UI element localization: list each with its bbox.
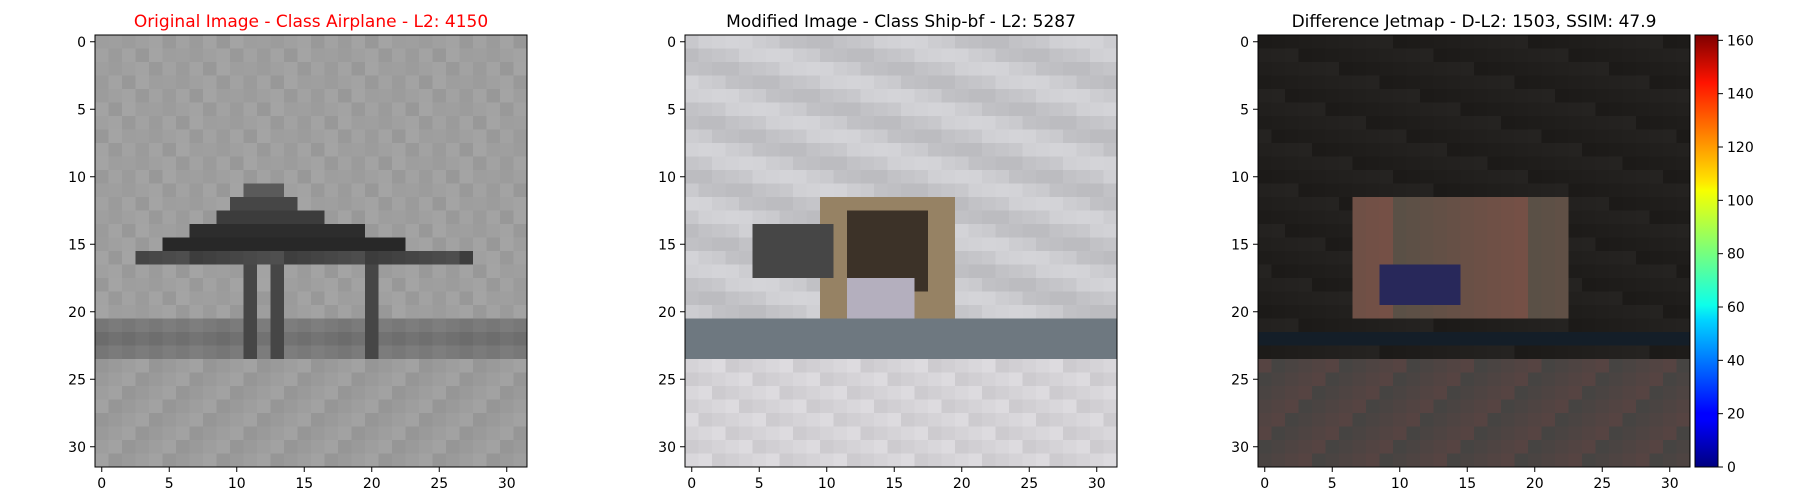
x-tick-label: 0 [1260, 476, 1269, 492]
colorbar: 0 20 40 60 80 100 120 140 160 [1694, 33, 1754, 476]
x-tick-label: 30 [498, 476, 516, 492]
x-tick-label: 25 [430, 476, 448, 492]
y-tick-label: 5 [77, 102, 86, 118]
x-tick-label: 15 [885, 476, 903, 492]
x-tick-label: 5 [165, 476, 174, 492]
axes-frame-original [94, 34, 528, 468]
y-tick-label: 25 [68, 372, 86, 388]
y-tick-label: 25 [1231, 372, 1249, 388]
panel-modified: Modified Image - Class Ship-bf - L2: 528… [658, 12, 1118, 492]
x-tick-label: 20 [363, 476, 381, 492]
y-tick-label: 15 [1231, 237, 1249, 253]
colorbar-tick-label: 140 [1727, 87, 1754, 103]
colorbar-tick-label: 120 [1727, 140, 1754, 156]
y-tick-label: 0 [1240, 35, 1249, 51]
panel-difference: Difference Jetmap - D-L2: 1503, SSIM: 47… [1231, 12, 1691, 492]
ticks-modified: 0 5 10 15 20 25 30 0 5 10 15 20 25 30 [658, 35, 1105, 492]
x-tick-label: 10 [228, 476, 246, 492]
x-tick-label: 15 [295, 476, 313, 492]
y-tick-label: 30 [658, 440, 676, 456]
y-tick-label: 20 [658, 305, 676, 321]
x-tick-label: 10 [1391, 476, 1409, 492]
title-difference: Difference Jetmap - D-L2: 1503, SSIM: 47… [1292, 12, 1657, 32]
colorbar-tick-label: 40 [1727, 353, 1745, 369]
colorbar-tick-label: 100 [1727, 193, 1754, 209]
x-tick-label: 30 [1088, 476, 1106, 492]
panel-original: Original Image - Class Airplane - L2: 41… [68, 12, 528, 492]
x-tick-label: 5 [755, 476, 764, 492]
image-modified [685, 35, 1118, 468]
y-tick-label: 10 [68, 170, 86, 186]
x-tick-label: 20 [1526, 476, 1544, 492]
x-tick-label: 30 [1661, 476, 1679, 492]
axes-frame-modified [684, 34, 1118, 468]
y-tick-label: 25 [658, 372, 676, 388]
y-tick-label: 15 [658, 237, 676, 253]
ticks-original: 0 5 10 15 20 25 30 0 5 10 15 20 25 30 [68, 35, 515, 492]
y-tick-label: 5 [667, 102, 676, 118]
image-difference [1258, 35, 1691, 468]
y-tick-label: 0 [667, 35, 676, 51]
title-original: Original Image - Class Airplane - L2: 41… [134, 12, 488, 32]
y-tick-label: 30 [1231, 440, 1249, 456]
y-tick-label: 10 [658, 170, 676, 186]
title-modified: Modified Image - Class Ship-bf - L2: 528… [726, 12, 1076, 32]
axes-frame-difference [1257, 34, 1691, 468]
x-tick-label: 25 [1593, 476, 1611, 492]
y-tick-label: 20 [1231, 305, 1249, 321]
colorbar-tick-label: 20 [1727, 407, 1745, 423]
y-tick-label: 10 [1231, 170, 1249, 186]
image-original [95, 35, 528, 468]
y-tick-label: 20 [68, 305, 86, 321]
x-tick-label: 0 [687, 476, 696, 492]
x-tick-label: 10 [818, 476, 836, 492]
ticks-difference: 0 5 10 15 20 25 30 0 5 10 15 20 25 30 [1231, 35, 1678, 492]
y-tick-label: 0 [77, 35, 86, 51]
colorbar-ticks: 0 20 40 60 80 100 120 140 160 [1718, 33, 1754, 476]
colorbar-gradient [1694, 34, 1719, 468]
colorbar-tick-label: 80 [1727, 247, 1745, 263]
y-tick-label: 15 [68, 237, 86, 253]
x-tick-label: 15 [1458, 476, 1476, 492]
x-tick-label: 0 [97, 476, 106, 492]
y-tick-label: 30 [68, 440, 86, 456]
y-tick-label: 5 [1240, 102, 1249, 118]
x-tick-label: 25 [1020, 476, 1038, 492]
x-tick-label: 5 [1328, 476, 1337, 492]
colorbar-tick-label: 0 [1727, 460, 1736, 476]
colorbar-tick-label: 60 [1727, 300, 1745, 316]
x-tick-label: 20 [953, 476, 971, 492]
colorbar-tick-label: 160 [1727, 33, 1754, 49]
